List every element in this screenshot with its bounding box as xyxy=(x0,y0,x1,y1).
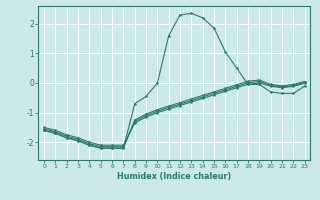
X-axis label: Humidex (Indice chaleur): Humidex (Indice chaleur) xyxy=(117,172,232,181)
